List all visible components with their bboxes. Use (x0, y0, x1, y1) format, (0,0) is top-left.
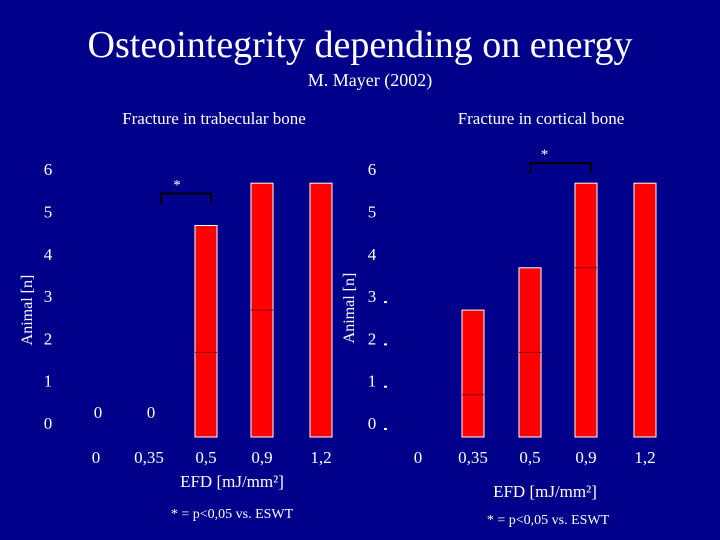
chart-1-ytick-4: 4 (44, 245, 53, 264)
chart-1-xtick-0,35: 0,35 (134, 448, 164, 467)
chart-2-xtick-0,35: 0,35 (458, 448, 488, 467)
chart-2-ytick-mark-0 (384, 428, 387, 430)
chart-1-bar-0,5 (194, 225, 218, 438)
chart-1-xtick-0,5: 0,5 (195, 448, 216, 467)
chart-2-ytick-4: 4 (368, 245, 377, 264)
chart-1-value-label-0: 0 (94, 403, 103, 422)
chart-1-title: Fracture in trabecular bone (122, 109, 306, 128)
chart-2-xtick-0: 0 (414, 448, 423, 467)
chart-1-ytick-1: 1 (44, 372, 53, 391)
chart-1-footnote: * = p<0,05 vs. ESWT (171, 507, 294, 522)
chart-2-significance-bracket (529, 162, 592, 174)
chart-1-bar-1,2 (309, 182, 333, 438)
chart-2-ytick-mark-3 (384, 301, 387, 304)
chart-2-xtick-0,9: 0,9 (575, 448, 596, 467)
chart-2-xtick-1,2: 1,2 (634, 448, 655, 467)
chart-2-ytick-mark-1 (384, 385, 387, 388)
chart-2-ylabel: Animal [n] (341, 273, 358, 344)
chart-1-xlabel: EFD [mJ/mm²] (180, 472, 284, 491)
chart-1-xtick-0,9: 0,9 (251, 448, 272, 467)
chart-2-ytick-0: 0 (368, 414, 377, 433)
slide-title: Osteointegrity depending on energy (87, 24, 633, 66)
chart-2-ytick-6: 6 (368, 160, 377, 179)
chart-1-xtick-0: 0 (92, 448, 101, 467)
chart-2-ytick-3: 3 (368, 287, 377, 306)
chart-2-title: Fracture in cortical bone (458, 109, 625, 128)
chart-2-bar-0,9 (574, 182, 598, 438)
chart-2-ytick-5: 5 (368, 203, 377, 222)
chart-2-significance-star: * (541, 147, 549, 163)
chart-1-value-label-0,35: 0 (147, 403, 156, 422)
chart-1-significance-bracket (160, 192, 212, 204)
chart-2-bar-0,35 (461, 309, 485, 438)
chart-2-ytick-1: 1 (368, 372, 377, 391)
chart-2-xtick-0,5: 0,5 (519, 448, 540, 467)
chart-1-ytick-2: 2 (44, 329, 53, 348)
chart-2-footnote: * = p<0,05 vs. ESWT (487, 513, 610, 528)
chart-1-ytick-6: 6 (44, 160, 53, 179)
chart-1-ytick-3: 3 (44, 287, 53, 306)
slide-subtitle: M. Mayer (2002) (307, 70, 433, 90)
chart-2-ytick-2: 2 (368, 329, 377, 348)
chart-2-xlabel: EFD [mJ/mm²] (493, 482, 597, 501)
chart-2-bar-1,2 (633, 182, 657, 438)
chart-1-ytick-0: 0 (44, 414, 53, 433)
chart-2-ytick-mark-2 (384, 343, 387, 346)
chart-1-significance-star: * (173, 178, 181, 194)
chart-1-ylabel: Animal [n] (19, 275, 36, 346)
chart-1-ytick-5: 5 (44, 203, 53, 222)
chart-1-xtick-1,2: 1,2 (310, 448, 331, 467)
